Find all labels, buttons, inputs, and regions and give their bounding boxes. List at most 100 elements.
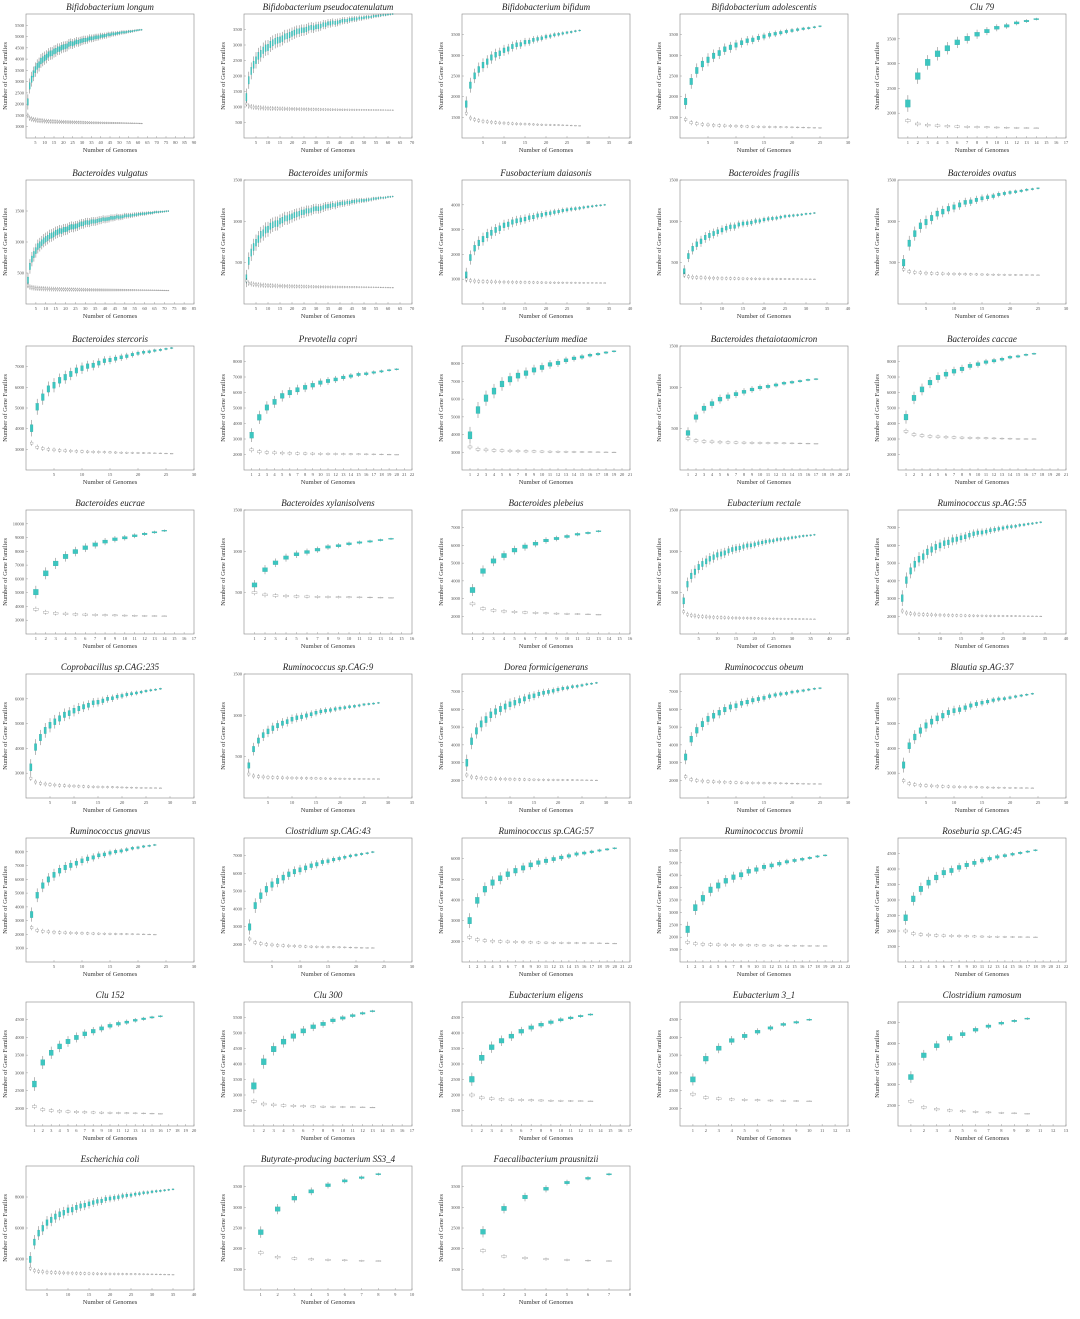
pan-box [491,387,497,395]
core-box [790,126,794,128]
core-box [77,121,80,124]
x-tick-label: 15 [1010,964,1015,969]
pan-box [82,704,85,710]
pan-box [479,720,483,728]
core-box [469,116,472,120]
pan-box [108,851,112,855]
y-tick-label: 5000 [233,889,243,894]
pan-box [264,44,267,52]
y-axis-label: Number of Gene Families [2,702,9,770]
core-box [154,787,157,789]
core-box [110,289,112,291]
pan-box [41,239,43,246]
x-tick-label: 10 [108,1128,113,1133]
core-box [987,936,992,938]
pan-box [542,690,545,695]
pan-box [336,20,339,25]
chart-title: Bacteroides vulgatus [72,168,148,178]
core-box [370,286,372,288]
pan-box [103,34,106,38]
core-box [69,450,73,452]
pan-box [380,197,382,199]
pan-box [543,858,549,863]
core-box [96,122,98,124]
pan-box [570,207,573,211]
core-box [348,286,351,288]
y-tick-label: 7000 [233,853,243,858]
core-box [288,108,291,110]
x-tick-label: 3 [273,1128,276,1133]
y-tick-label: 4000 [669,885,679,890]
core-box [40,1108,46,1111]
x-tick-label: 15 [1044,140,1049,145]
core-box [499,778,502,780]
pan-box [320,23,322,29]
y-tick-label: 1500 [15,113,25,118]
core-box [685,437,691,440]
core-box [595,282,598,284]
pan-box [682,597,685,605]
core-box [128,289,130,291]
pan-box [749,387,755,392]
core-box [329,286,332,288]
pan-box [284,215,286,222]
core-box [727,616,730,619]
core-box [943,436,949,439]
y-tick-label: 5000 [15,34,25,39]
core-box [695,122,699,125]
core-box [91,451,95,453]
pan-box [346,542,352,545]
x-tick-label: 19 [1041,964,1046,969]
y-tick-label: 1500 [233,178,243,183]
y-tick-label: 5000 [451,877,461,882]
y-tick-label: 5000 [451,561,461,566]
core-box [787,618,790,620]
chart-title: Bifidobacterium adolescentis [711,2,817,12]
x-tick-label: 15 [390,1128,395,1133]
x-tick-label: 15 [574,964,579,969]
x-tick-label: 30 [1064,306,1069,311]
pan-box [379,370,384,373]
pan-box [149,689,153,692]
core-box [334,286,336,288]
y-tick-label: 500 [889,260,897,265]
pan-box [779,216,782,219]
x-tick-label: 13 [596,636,601,641]
core-box [125,452,129,454]
x-tick-label: 22 [410,472,415,477]
y-tick-label: 3000 [669,760,679,765]
core-box [141,289,144,291]
core-box [1014,274,1018,276]
pan-box [964,36,970,41]
x-tick-label: 40 [827,636,832,641]
core-box [689,778,693,781]
core-box [105,122,108,124]
pan-box [757,541,760,545]
pan-box [536,860,541,865]
core-box [703,276,707,279]
pan-box [1002,854,1007,857]
x-tick-label: 8 [522,964,525,969]
x-tick-label: 30 [410,964,415,969]
pan-box [324,709,327,713]
pan-box [70,41,72,46]
pan-box [91,700,95,705]
pan-box [48,1049,54,1056]
core-box [557,282,560,284]
pan-box [521,865,526,871]
pan-box [706,716,710,722]
x-tick-label: 14 [1034,140,1039,145]
core-box [47,120,50,123]
core-box [87,785,90,788]
pan-box [86,220,88,225]
core-box [327,108,329,111]
core-box [66,288,69,291]
chart-title: Ruminococcus sp.CAG:57 [498,826,594,836]
pan-box [746,869,751,874]
core-box [741,277,745,280]
core-box [523,450,529,453]
core-box [553,612,560,615]
x-tick-label: 17 [1064,140,1069,145]
core-box [149,787,153,789]
